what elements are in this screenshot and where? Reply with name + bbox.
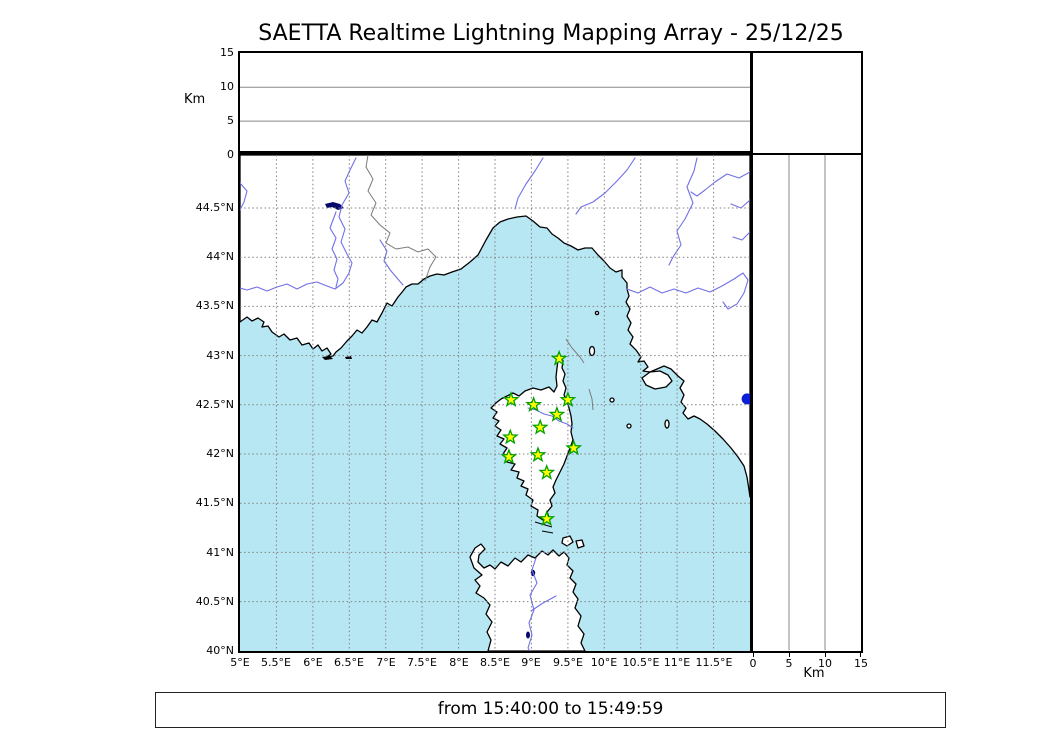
island-capraia [588, 345, 596, 357]
lma-station-marker [501, 428, 519, 445]
river-durance [240, 157, 357, 292]
lma-station-marker [550, 349, 568, 366]
coastline-sardinia [469, 543, 586, 651]
islet-cavallo-line [541, 530, 554, 534]
river-sardinia-branch [530, 595, 557, 612]
border-sea-arc-1 [565, 338, 585, 364]
river-rhone-stub [240, 182, 248, 211]
lightning-sources-layer [741, 393, 750, 405]
island-elba [641, 370, 673, 390]
river-ubaye [329, 211, 339, 288]
lon-tick-11_5E: 11.5°E [695, 656, 733, 669]
map-panel [238, 153, 752, 653]
lon-tick-10E: 10°E [590, 656, 618, 669]
lma-station-marker [500, 448, 518, 465]
border-france-italy [365, 155, 437, 282]
river-polcevera [514, 157, 544, 210]
island-port-cros [345, 356, 352, 359]
lma-station-marker [559, 391, 577, 408]
graticule [240, 155, 750, 651]
page-title: SAETTA Realtime Lightning Mapping Array … [258, 21, 844, 46]
lma-stations-layer [500, 349, 583, 527]
right-km-tick-0: 0 [749, 657, 757, 670]
lma-station-marker [525, 395, 543, 413]
lon-tick-10_5E: 10.5°E [622, 656, 660, 669]
alt-tick-15: 15 [220, 46, 234, 59]
lon-tick-11E: 11°E [663, 656, 691, 669]
lon-tick-9_5E: 9.5°E [553, 656, 583, 669]
islet-marks [322, 356, 352, 360]
right-km-axis-label: Km [803, 666, 825, 681]
lon-tick-8E: 8°E [449, 656, 469, 669]
lat-tick-42N: 42°N [206, 447, 234, 460]
lake-omodeo [526, 631, 530, 639]
lat-tick-44_5N: 44.5°N [195, 201, 234, 214]
lma-station-marker [548, 405, 566, 422]
alt-tick-10: 10 [220, 80, 234, 93]
river-po-branch-3 [732, 231, 750, 241]
lat-tick-40_5N: 40.5°N [195, 595, 234, 608]
river-var [379, 239, 404, 286]
river-po-branch-1 [690, 171, 750, 197]
altitude-panel-gridlines [240, 86, 750, 122]
lat-tick-43_5N: 43.5°N [195, 299, 234, 312]
island-pianosa [609, 397, 615, 403]
lon-tick-6E: 6°E [303, 656, 323, 669]
right-axis-tickmark-0 [753, 653, 754, 657]
river-coghinas-tirso [527, 557, 538, 651]
border-layer [365, 155, 594, 411]
border-sea-arc-2 [588, 388, 594, 411]
lightning-source-dot [741, 393, 750, 405]
right-axis-tickmark-5 [789, 653, 790, 657]
river-layer [240, 157, 750, 651]
lma-station-marker [531, 418, 549, 435]
corner-panel [751, 51, 863, 155]
lon-tick-6_5E: 6.5°E [334, 656, 364, 669]
lma-station-marker [538, 463, 556, 480]
lat-tick-42_5N: 42.5°N [195, 398, 234, 411]
right-km-tick-10: 10 [818, 657, 832, 670]
time-range-box: from 15:40:00 to 15:49:59 [155, 692, 946, 728]
island-caprera [575, 539, 585, 549]
island-porquerolles [322, 356, 333, 360]
river-magra [575, 157, 636, 215]
right-panel-gridlines [788, 155, 826, 650]
right-axis-tickmark-15 [860, 653, 861, 657]
river-arno [626, 272, 749, 310]
lma-station-marker [565, 439, 583, 456]
lat-tick-43N: 43°N [206, 349, 234, 362]
alt-tick-5: 5 [227, 114, 234, 127]
lon-tick-9E: 9°E [521, 656, 541, 669]
lat-tick-41_5N: 41.5°N [195, 496, 234, 509]
altitude-vs-longitude-panel [238, 51, 752, 155]
lma-station-marker [502, 391, 520, 408]
right-axis-tickmark-10 [825, 653, 826, 657]
lat-tick-44N: 44°N [206, 250, 234, 263]
lon-tick-5_5E: 5.5°E [261, 656, 291, 669]
island-montecristo [626, 423, 632, 429]
lon-tick-7_5E: 7.5°E [407, 656, 437, 669]
lon-tick-5E: 5°E [230, 656, 250, 669]
lma-station-marker [538, 509, 556, 527]
lat-tick-41N: 41°N [206, 546, 234, 559]
coastline-mainland-france-italy [240, 155, 750, 498]
river-serchio [668, 157, 698, 266]
alt-axis-label: Km [184, 92, 206, 107]
lat-tick-40N: 40°N [206, 644, 234, 657]
lon-tick-7E: 7°E [376, 656, 396, 669]
lon-tick-8_5E: 8.5°E [480, 656, 510, 669]
map-svg [240, 155, 750, 651]
island-gorgona [594, 310, 600, 316]
right-km-tick-15: 15 [854, 657, 868, 670]
altitude-vs-latitude-panel [751, 153, 863, 653]
time-range-text: from 15:40:00 to 15:49:59 [437, 699, 664, 719]
right-km-tick-5: 5 [785, 657, 793, 670]
alt-tick-0: 0 [227, 148, 234, 161]
island-giglio [664, 419, 670, 429]
lma-station-marker [529, 446, 547, 463]
